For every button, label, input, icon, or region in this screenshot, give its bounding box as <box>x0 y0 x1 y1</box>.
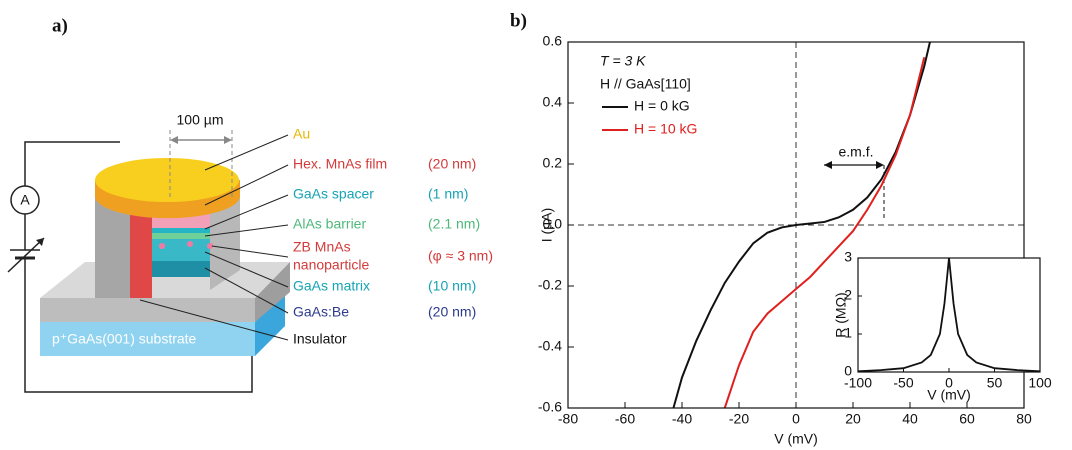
layer-thickness: (20 nm) <box>428 156 476 172</box>
plot-frame <box>857 257 1041 373</box>
nanoparticle <box>159 243 165 249</box>
panel-label: b) <box>510 10 527 31</box>
layer-labels: Au Hex. MnAs film (20 nm) GaAs spacer (1 nm)… <box>293 126 493 320</box>
pillar-side <box>95 185 130 298</box>
layer-name: GaAs spacer <box>293 186 374 202</box>
x-tick-label: 0 <box>792 411 800 427</box>
condition-label: H // GaAs[110] <box>600 76 691 92</box>
layer-name: nanoparticle <box>293 257 369 273</box>
substrate-side <box>255 292 285 356</box>
y-tick-label: 0.4 <box>543 94 563 110</box>
substrate-label: p⁺GaAs(001) substrate <box>52 331 197 347</box>
layer-name: Hex. MnAs film <box>293 156 387 172</box>
y-tick-label: 3 <box>844 249 852 265</box>
alas-barrier <box>152 233 210 239</box>
layer-thickness: (1 nm) <box>428 186 468 202</box>
plot-area <box>858 258 1040 372</box>
x-tick-label: -100 <box>844 375 872 391</box>
leader <box>211 245 289 258</box>
y-axis-label: I (µA) <box>539 208 555 243</box>
layer-name: GaAs:Be <box>293 304 349 320</box>
layer-thickness: (20 nm) <box>428 304 476 320</box>
x-tick-label: 50 <box>987 375 1003 391</box>
x-tick-label: 20 <box>845 411 861 427</box>
x-tick-label: 40 <box>902 411 918 427</box>
insulator-label: Insulator <box>293 331 347 347</box>
leader <box>204 267 289 314</box>
device-diagram: A p⁺GaAs(001) substrate 100 <box>7 112 493 393</box>
nanoparticle <box>187 241 193 247</box>
gaas-spacer <box>152 228 210 233</box>
x-tick-label: 0 <box>945 375 953 391</box>
wire <box>24 258 253 393</box>
layer-name: Au <box>293 126 310 142</box>
y-tick-label: 0.0 <box>543 216 563 232</box>
layer-thickness: (2.1 nm) <box>428 216 480 232</box>
leader <box>204 251 289 288</box>
legend-label: H = 10 kG <box>634 121 697 137</box>
layer-name: ZB MnAs <box>293 239 351 255</box>
y-tick-label: -0.2 <box>538 277 562 293</box>
leader <box>204 164 289 206</box>
inset-chart: -100 -50 0 50 100 0 1 2 3 V (mV) R (MΩ) <box>833 249 1052 403</box>
layer-name: AlAs barrier <box>293 216 366 232</box>
substrate <box>40 322 255 356</box>
panel-label: a) <box>52 15 68 36</box>
leader <box>204 194 289 230</box>
x-tick-label: 100 <box>1028 375 1052 391</box>
x-tick-label: -40 <box>672 411 692 427</box>
x-tick-label: -60 <box>615 411 635 427</box>
y-tick-label: 1 <box>844 325 852 341</box>
arrow-head <box>36 238 44 246</box>
plot-frame <box>567 41 1025 409</box>
y-tick-label: -0.4 <box>538 338 562 354</box>
y-axis-label: R (MΩ) <box>833 292 849 337</box>
x-axis-label: V (mV) <box>774 431 818 447</box>
layer-name: GaAs matrix <box>293 278 370 294</box>
x-tick-label: -80 <box>558 411 578 427</box>
nanoparticle <box>207 243 213 249</box>
y-tick-label: 0 <box>844 363 852 379</box>
data-line <box>723 57 926 409</box>
leader <box>204 224 289 237</box>
y-tick-label: 0.6 <box>543 33 563 49</box>
x-tick-label: 80 <box>1016 411 1032 427</box>
emf-label: e.m.f. <box>838 144 873 160</box>
arrow-head <box>876 161 884 169</box>
scale-label: 100 µm <box>177 112 224 128</box>
au-top <box>95 158 239 202</box>
x-tick-label: -50 <box>893 375 913 391</box>
condition-label: T = 3 K <box>600 53 646 69</box>
layer-thickness: (10 nm) <box>428 278 476 294</box>
leaders <box>139 134 289 341</box>
arrow-head <box>170 136 178 144</box>
y-tick-label: 2 <box>844 287 852 303</box>
x-axis-label: V (mV) <box>927 387 971 403</box>
gaas-be <box>152 261 210 277</box>
y-tick-label: -0.6 <box>538 399 562 415</box>
ammeter-label: A <box>20 192 30 208</box>
insulator-side <box>255 262 290 322</box>
leader <box>139 299 289 341</box>
layer-thickness: (φ ≈ 3 nm) <box>428 248 493 264</box>
iv-chart: e.m.f. T = 3 K H // GaAs[110] -80 -60 -40 -… <box>538 33 1032 447</box>
variable-arrow <box>7 237 45 273</box>
data-line <box>672 41 931 409</box>
gaas-matrix <box>152 239 210 261</box>
x-tick-label: 60 <box>959 411 975 427</box>
x-tick-label: -20 <box>729 411 749 427</box>
wire <box>24 141 120 186</box>
leader <box>204 134 289 171</box>
arrow-head <box>224 136 232 144</box>
y-tick-label: 0.2 <box>543 155 563 171</box>
arrow-head <box>824 161 832 169</box>
legend-label: H = 0 kG <box>634 98 690 114</box>
